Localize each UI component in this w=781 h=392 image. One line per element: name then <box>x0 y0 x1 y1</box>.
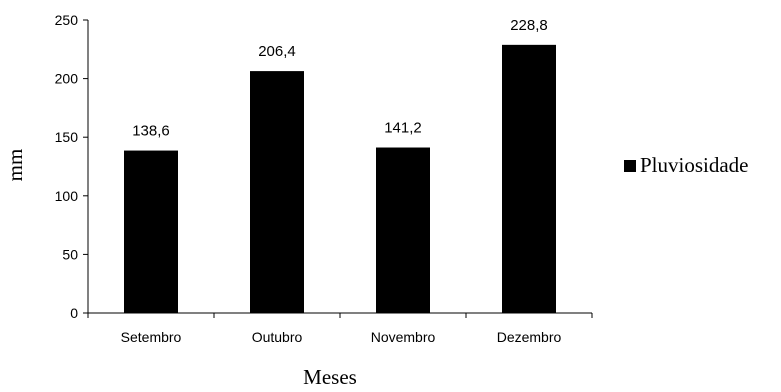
y-tick-label: 100 <box>55 188 79 204</box>
y-tick-label: 150 <box>55 129 79 145</box>
y-tick-label: 50 <box>62 246 78 262</box>
x-axis-title: Meses <box>303 365 357 389</box>
y-axis-title: mm <box>3 149 27 182</box>
bar-setembro <box>124 150 178 313</box>
x-tick-label-novembro: Novembro <box>371 329 436 345</box>
y-axis-ticks: 0 50 100 150 200 250 <box>55 12 88 321</box>
data-label-setembro: 138,6 <box>132 123 170 140</box>
legend: Pluviosidade <box>624 153 749 177</box>
x-tick-label-outubro: Outubro <box>252 329 303 345</box>
x-tick-label-dezembro: Dezembro <box>497 329 562 345</box>
data-label-dezembro: 228,8 <box>510 17 548 34</box>
x-axis-ticks: Setembro Outubro Novembro Dezembro <box>87 313 593 345</box>
data-label-novembro: 141,2 <box>384 120 422 137</box>
data-labels: 138,6 206,4 141,2 228,8 <box>132 17 548 140</box>
legend-label: Pluviosidade <box>640 153 749 177</box>
bar-novembro <box>376 147 430 313</box>
legend-swatch <box>624 160 636 172</box>
y-tick-label: 250 <box>55 12 79 28</box>
y-tick-label: 0 <box>70 305 78 321</box>
bar-dezembro <box>502 44 556 313</box>
bar-outubro <box>250 71 304 313</box>
x-tick-label-setembro: Setembro <box>121 329 182 345</box>
data-label-outubro: 206,4 <box>258 43 296 60</box>
bars <box>124 44 556 313</box>
y-tick-label: 200 <box>55 71 79 87</box>
